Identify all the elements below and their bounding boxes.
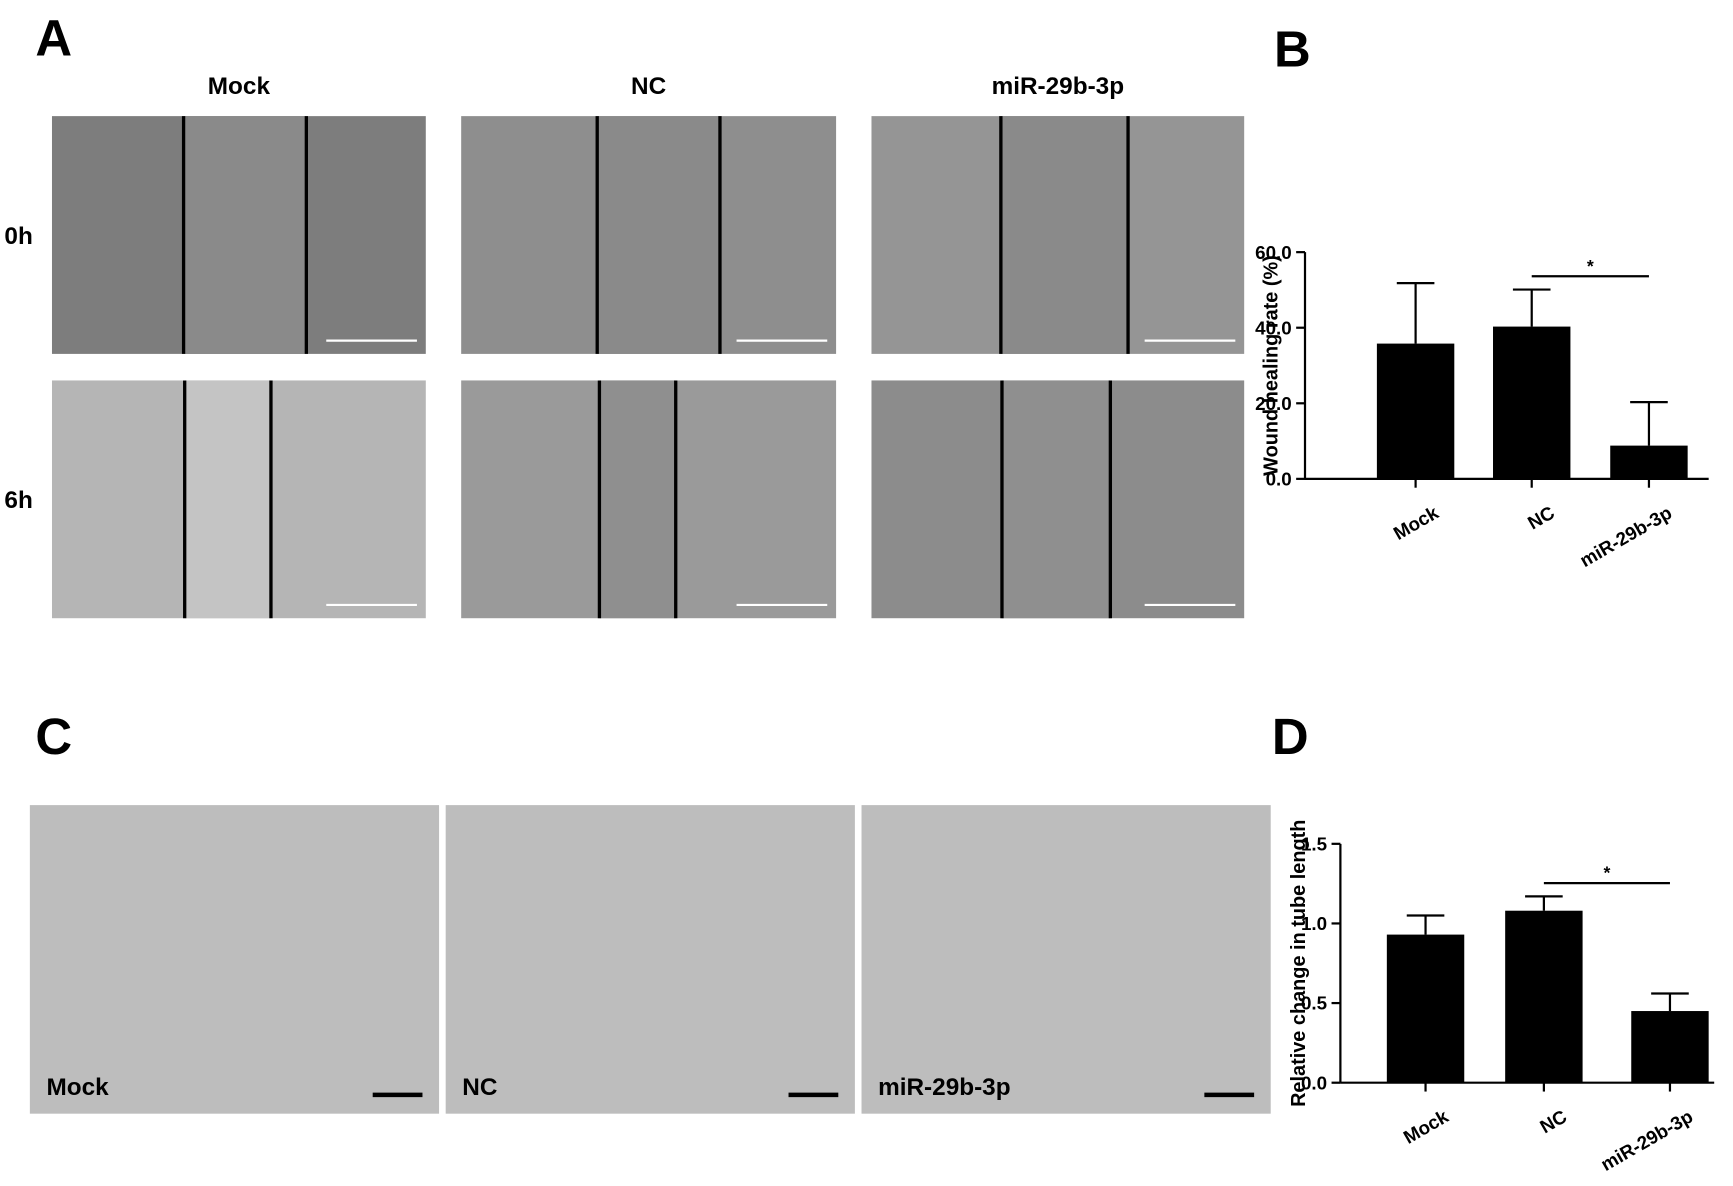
wound-gap	[599, 380, 676, 619]
x-tick-label: Mock	[1390, 501, 1443, 543]
y-tick-label: 1.0	[1301, 913, 1327, 934]
panel-letter: D	[1272, 708, 1309, 765]
column-label: Mock	[208, 73, 271, 100]
wound-gap	[184, 380, 271, 619]
x-tick-label: miR-29b-3p	[1576, 502, 1675, 571]
image-label: Mock	[46, 1074, 109, 1101]
x-tick-label: miR-29b-3p	[1597, 1106, 1696, 1175]
y-tick-label: 40.0	[1255, 317, 1292, 338]
bar	[1376, 343, 1455, 479]
micrograph	[29, 805, 440, 1114]
panel-letter: C	[35, 708, 72, 765]
image-label: miR-29b-3p	[878, 1074, 1010, 1101]
column-label: NC	[631, 73, 666, 100]
y-tick-label: 20.0	[1255, 393, 1292, 414]
row-label: 6h	[4, 487, 32, 514]
bar	[1610, 445, 1688, 479]
bar	[1386, 934, 1465, 1083]
significance-mark: *	[1587, 256, 1594, 276]
y-axis-label: Relative change in tube length	[1288, 820, 1310, 1107]
bar	[1493, 326, 1571, 479]
y-tick-label: 60.0	[1255, 242, 1292, 263]
column-label: miR-29b-3p	[992, 73, 1124, 100]
micrograph	[861, 805, 1271, 1114]
bar	[1505, 910, 1583, 1083]
wound-gap	[1001, 380, 1111, 619]
image-label: NC	[462, 1074, 497, 1101]
significance-mark: *	[1603, 863, 1610, 883]
x-tick-label: NC	[1524, 502, 1558, 534]
y-tick-label: 0.5	[1301, 993, 1327, 1014]
y-tick-label: 1.5	[1301, 833, 1327, 854]
panel-letter: A	[35, 9, 72, 66]
y-tick-label: 0.0	[1301, 1072, 1327, 1093]
y-axis-label: Wound healing rate (%)	[1260, 255, 1282, 476]
wound-gap	[183, 116, 307, 354]
x-tick-label: Mock	[1400, 1105, 1453, 1147]
row-label: 0h	[4, 223, 32, 250]
micrograph	[445, 805, 855, 1114]
x-tick-label: NC	[1536, 1105, 1570, 1137]
wound-gap	[1000, 116, 1129, 354]
wound-gap	[597, 116, 720, 354]
panel-letter: B	[1274, 20, 1311, 77]
bar	[1631, 1011, 1709, 1083]
y-tick-label: 0.0	[1266, 469, 1292, 490]
